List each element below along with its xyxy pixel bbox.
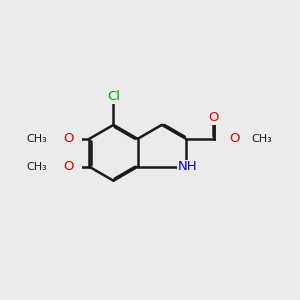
Text: O: O [63,132,74,145]
Text: NH: NH [178,160,197,173]
Text: O: O [63,160,74,173]
Text: O: O [208,111,219,124]
Text: Cl: Cl [107,91,120,103]
Text: O: O [230,132,240,145]
Text: CH₃: CH₃ [27,134,47,144]
Text: CH₃: CH₃ [27,162,47,172]
Text: CH₃: CH₃ [251,134,272,144]
